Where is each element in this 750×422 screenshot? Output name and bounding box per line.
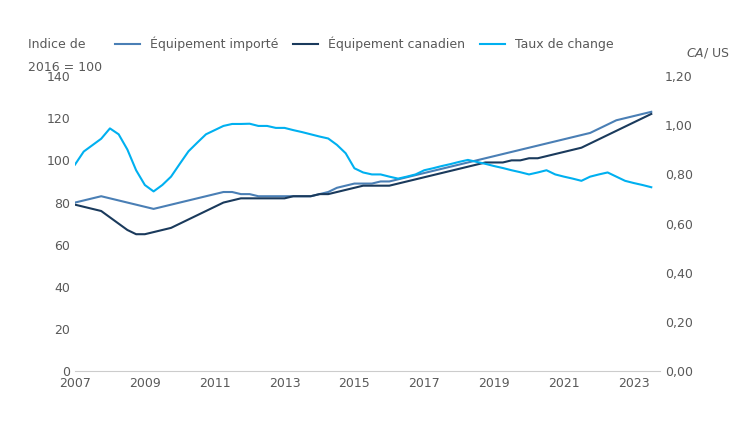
Taux de change xyxy=(140,182,149,187)
Équipement canadien xyxy=(315,192,324,197)
Équipement canadien xyxy=(70,202,80,207)
Legend: Équipement importé, Équipement canadien, Taux de change: Équipement importé, Équipement canadien,… xyxy=(110,32,619,56)
Équipement canadien xyxy=(149,230,158,235)
Text: 2016 = 100: 2016 = 100 xyxy=(28,61,102,74)
Équipement importé xyxy=(315,192,324,197)
Taux de change xyxy=(114,132,123,137)
Équipement importé xyxy=(516,147,525,152)
Line: Taux de change: Taux de change xyxy=(75,124,651,192)
Line: Équipement canadien: Équipement canadien xyxy=(75,114,651,234)
Taux de change xyxy=(524,172,533,177)
Équipement canadien xyxy=(612,128,621,133)
Taux de change xyxy=(70,162,80,167)
Équipement importé xyxy=(140,204,149,209)
Taux de change xyxy=(149,189,158,194)
Équipement importé xyxy=(70,200,80,205)
Taux de change xyxy=(245,121,254,126)
Équipement canadien xyxy=(166,225,176,230)
Équipement canadien xyxy=(516,158,525,163)
Taux de change xyxy=(612,174,621,179)
Taux de change xyxy=(350,166,359,171)
Text: Indice de: Indice de xyxy=(28,38,86,51)
Taux de change xyxy=(324,136,333,141)
Line: Équipement importé: Équipement importé xyxy=(75,112,651,209)
Équipement canadien xyxy=(131,232,140,237)
Équipement canadien xyxy=(646,111,656,116)
Équipement importé xyxy=(612,118,621,123)
Taux de change xyxy=(646,185,656,190)
Text: $ CA/$ US: $ CA/$ US xyxy=(686,46,730,60)
Équipement importé xyxy=(646,109,656,114)
Équipement canadien xyxy=(341,187,350,192)
Équipement importé xyxy=(166,202,176,207)
Équipement importé xyxy=(341,183,350,188)
Équipement importé xyxy=(149,206,158,211)
